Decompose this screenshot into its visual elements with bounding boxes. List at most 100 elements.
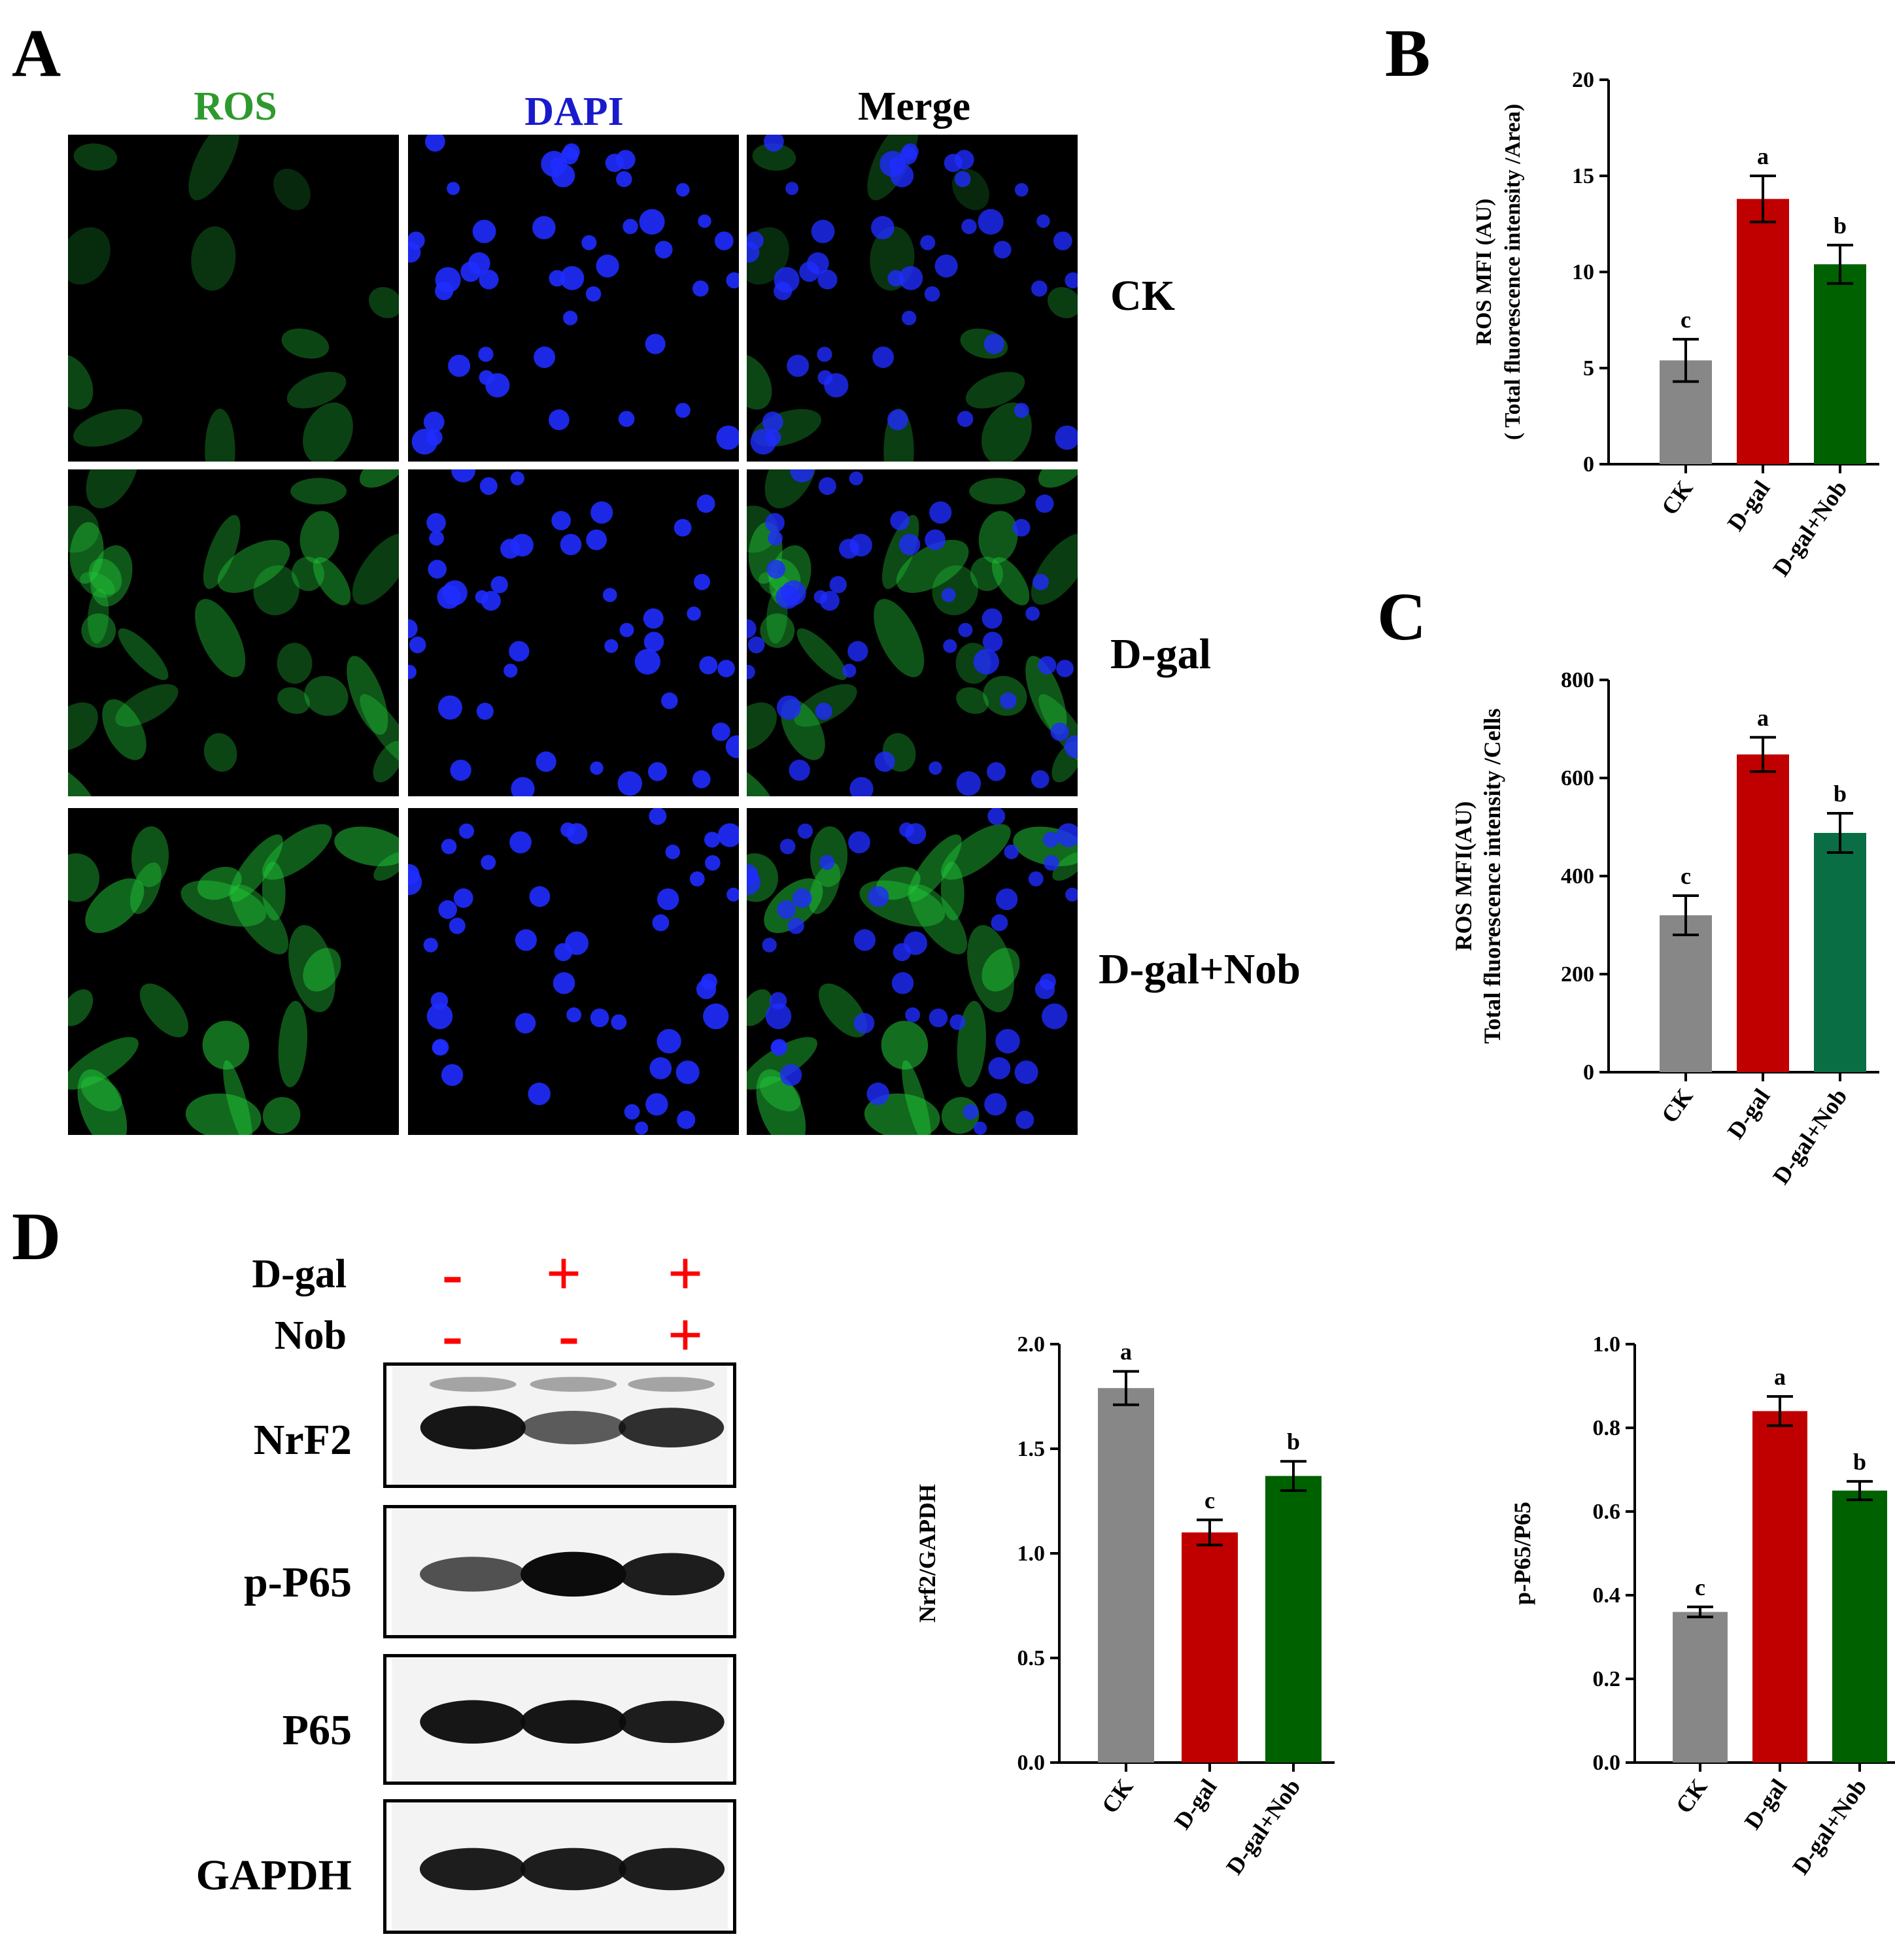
micrograph-dapi-d-gal-nob [408,808,739,1135]
chart-svg: 0.0 0.5 1.0 1.5 2.0 a CK c D-gal b D-gal+Nob Nrf2/G… [914,1332,1335,1880]
significance-letter: a [1120,1339,1132,1365]
y-tick-label: 0.8 [1593,1416,1621,1440]
y-tick-label: 600 [1561,766,1594,790]
x-tick-label: D-gal+Nob [1767,476,1852,581]
x-tick-label: D-gal [1169,1774,1222,1834]
error-bar [1687,1605,1713,1619]
chart-svg: 0 5 10 15 20 c CK a D-gal b D-gal+Nob ROS MFI (AU)(… [1472,68,1879,581]
micrograph-dapi-ck [408,135,739,462]
blot-gapdh [383,1799,736,1934]
column-header-ros: ROS [194,84,277,129]
micrograph-ros-d-gal [68,469,399,796]
x-tick-label: D-gal [1722,476,1775,536]
bar-ck [1098,1388,1154,1763]
micrograph-merge-ck [747,135,1078,462]
y-tick-label: 0.6 [1593,1500,1621,1524]
x-tick-label: D-gal+Nob [1787,1774,1871,1880]
row-label-d-gal: D-gal [1110,630,1211,678]
y-tick-label: 0.5 [1017,1646,1046,1670]
y-tick-label: 200 [1561,962,1594,987]
significance-letter: a [1774,1364,1786,1390]
column-header-dapi: DAPI [524,90,624,134]
chart-d-p-p65-p65: 0.0 0.2 0.4 0.6 0.8 1.0 c CK a D-gal b D-gal+Nob p-P… [1491,1321,1895,1948]
panel-letter-c: C [1377,579,1427,654]
y-tick-label: 800 [1561,668,1594,692]
x-tick-label: CK [1656,476,1698,520]
y-tick-label: 400 [1561,864,1594,888]
micrograph-merge-d-gal [747,469,1078,796]
y-tick-label: 20 [1572,68,1594,92]
bar-d-gal [1182,1532,1238,1763]
x-tick-label: D-gal [1739,1774,1792,1834]
y-tick-label: 0.0 [1017,1751,1046,1775]
error-bar [1767,1395,1793,1427]
sign-d-gal-d-gal: + [545,1238,582,1308]
y-tick-label: 0 [1583,1060,1594,1085]
blot-label-nrf2: NrF2 [253,1416,352,1464]
sign-nob-ck: - [442,1300,463,1370]
error-bar [1673,337,1699,383]
y-tick-label: 2.0 [1017,1332,1046,1357]
significance-letter: c [1681,863,1691,889]
micrograph-ros-d-gal-nob [68,808,399,1135]
chart-c-ros-cells: 0 200 400 600 800 c CK a D-gal b D-gal+Nob ROS MFI(… [1445,660,1879,1189]
chart-b-ros-area: 0 5 10 15 20 c CK a D-gal b D-gal+Nob ROS MFI (AU)(… [1445,59,1879,581]
treatment-label-nob: Nob [274,1313,347,1358]
significance-letter: b [1287,1428,1300,1455]
error-bar [1113,1370,1139,1406]
bar-d-gal-nob [1814,264,1866,464]
sign-nob-d-gal: - [558,1300,579,1370]
error-bar [1750,735,1776,773]
significance-letter: a [1757,143,1769,169]
panel-letter-b: B [1385,16,1431,91]
x-tick-label: D-gal+Nob [1221,1774,1305,1880]
sign-nob-d-gal-nob: + [667,1300,704,1370]
error-bar [1827,812,1853,854]
significance-letter: c [1681,307,1691,333]
micrograph-merge-d-gal-nob [747,808,1078,1135]
y-tick-label: 5 [1583,356,1594,380]
blot-nrf2 [383,1362,736,1488]
significance-letter: a [1757,705,1769,731]
error-bar [1827,243,1853,285]
column-header-merge: Merge [857,84,971,129]
row-label-d-gal-nob: D-gal+Nob [1099,945,1301,993]
blot-p65 [383,1654,736,1785]
significance-letter: c [1204,1487,1215,1513]
x-tick-label: CK [1671,1774,1713,1818]
significance-letter: b [1834,781,1847,807]
panel-letter-a: A [12,16,61,91]
y-tick-label: 15 [1572,164,1594,188]
bar-ck [1660,915,1712,1072]
significance-letter: c [1695,1574,1705,1600]
y-tick-label: 1.0 [1593,1332,1621,1357]
y-axis-label: Total fluorescence intensity /Cells [1479,709,1505,1044]
y-axis-label: ROS MFI (AU) [1472,199,1496,346]
y-axis-label: p-P65/P65 [1509,1502,1535,1605]
significance-letter: b [1853,1449,1866,1475]
blot-label-p-p65: p-P65 [244,1559,352,1606]
x-tick-label: CK [1097,1774,1138,1818]
x-tick-label: CK [1656,1084,1698,1128]
significance-letter: b [1834,212,1847,239]
bar-d-gal [1752,1411,1807,1763]
error-bar [1750,175,1776,224]
x-tick-label: D-gal+Nob [1767,1084,1852,1189]
y-axis-label: Nrf2/GAPDH [914,1484,940,1623]
blot-label-p65: P65 [282,1706,352,1754]
bar-d-gal [1737,754,1789,1072]
treatment-label-d-gal: D-gal [252,1252,347,1296]
bar-d-gal-nob [1832,1491,1887,1763]
panel-letter-d: D [12,1199,61,1274]
chart-svg: 0.0 0.2 0.4 0.6 0.8 1.0 c CK a D-gal b D-gal+Nob p-P… [1509,1332,1895,1880]
y-axis-label: ( Total fluorescence intensity /Area) [1501,104,1525,440]
micrograph-dapi-d-gal [408,469,739,796]
y-tick-label: 0.0 [1593,1751,1621,1775]
error-bar [1197,1518,1223,1547]
y-axis-label: ROS MFI(AU) [1450,802,1477,951]
bar-d-gal [1737,199,1789,464]
y-tick-label: 0.2 [1593,1667,1621,1691]
x-tick-label: D-gal [1722,1084,1775,1144]
chart-d-nrf2-gapdh: 0.0 0.5 1.0 1.5 2.0 a CK c D-gal b D-gal+Nob Nrf2/G… [902,1321,1335,1948]
bar-ck [1673,1612,1728,1763]
